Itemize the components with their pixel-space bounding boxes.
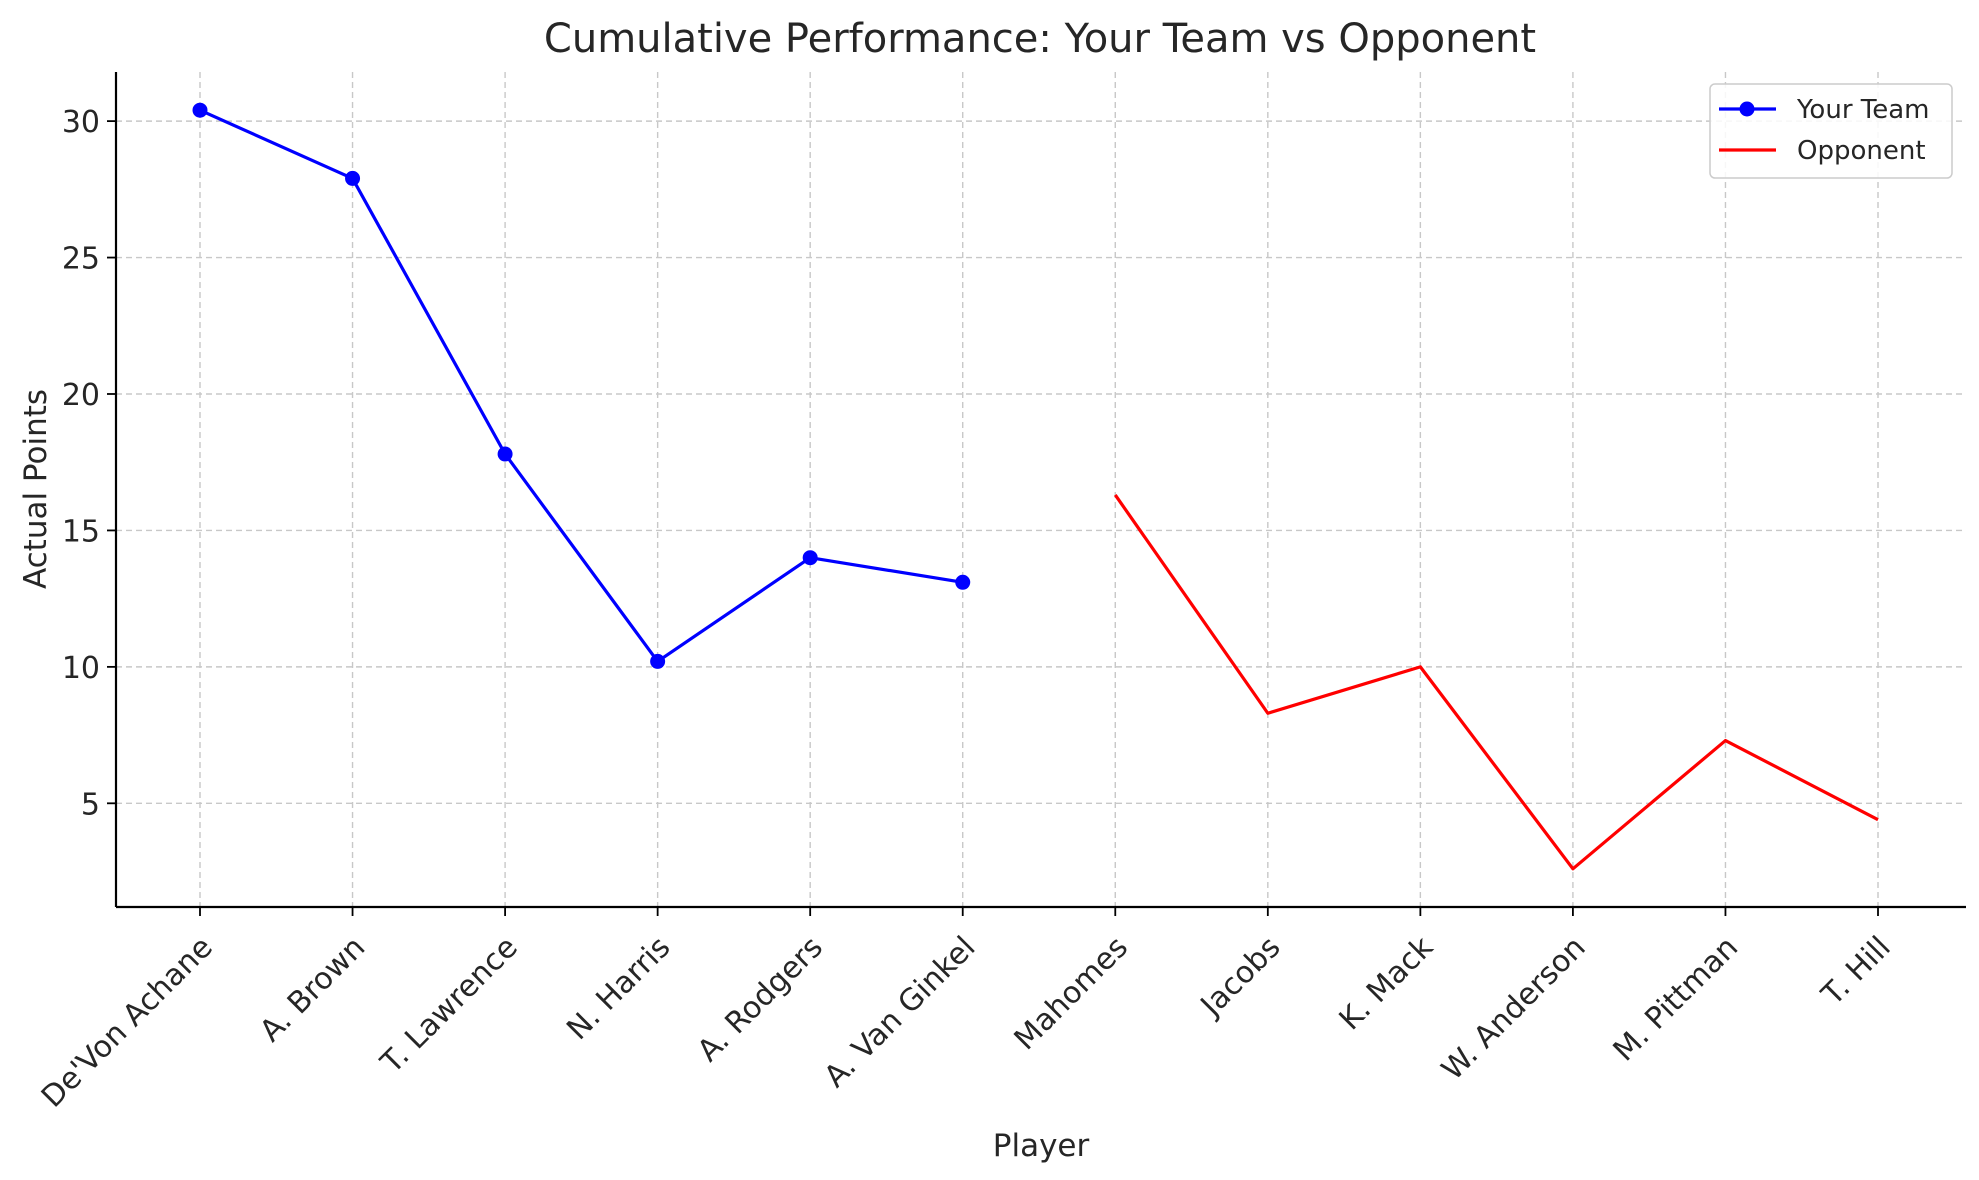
x-tick-label: T. Lawrence bbox=[374, 930, 525, 1081]
data-point-your-team-n-harris bbox=[650, 653, 666, 669]
x-tick-label: A. Rodgers bbox=[691, 930, 830, 1069]
data-point-your-team-a-brown bbox=[345, 170, 361, 186]
grid-lines bbox=[116, 72, 1966, 907]
y-tick-label: 15 bbox=[62, 514, 100, 549]
y-tick-label: 10 bbox=[62, 651, 100, 686]
y-tick-label: 25 bbox=[62, 242, 100, 277]
axes bbox=[114, 72, 1966, 909]
legend-marker-your-team bbox=[1739, 101, 1755, 117]
legend: Your Team Opponent bbox=[1709, 83, 1953, 179]
x-tick-label: Jacobs bbox=[1193, 930, 1288, 1025]
x-tick-label: A. Van Ginkel bbox=[818, 930, 983, 1095]
x-tick-label: A. Brown bbox=[253, 930, 372, 1049]
series-opponent bbox=[1113, 494, 1879, 871]
series-your-team bbox=[192, 102, 971, 669]
series-line-your-team bbox=[199, 108, 963, 664]
legend-label-your-team: Your Team bbox=[1796, 95, 1930, 125]
x-tick-label: K. Mack bbox=[1333, 929, 1441, 1037]
x-tick-label: N. Harris bbox=[560, 930, 677, 1047]
series-line-opponent bbox=[1113, 494, 1879, 871]
data-point-your-team-a-van-ginkel bbox=[955, 574, 971, 590]
x-tick-label: M. Pittman bbox=[1607, 930, 1746, 1069]
legend-label-opponent: Opponent bbox=[1797, 136, 1926, 166]
data-point-your-team-a-rodgers bbox=[802, 550, 818, 566]
data-point-your-team-de-von-achane bbox=[192, 102, 208, 118]
x-tick-label: W. Anderson bbox=[1435, 930, 1592, 1087]
axis-ticks: De'Von Achane A. Brown T. Lawrence N. Harri… bbox=[35, 105, 1898, 1115]
x-tick-label: De'Von Achane bbox=[35, 930, 220, 1115]
y-axis-label: Actual Points bbox=[18, 389, 54, 589]
x-tick-label: T. Hill bbox=[1815, 930, 1898, 1013]
y-tick-label: 20 bbox=[62, 378, 100, 413]
x-tick-label: Mahomes bbox=[1008, 930, 1135, 1057]
data-series bbox=[192, 102, 1879, 871]
y-tick-label: 30 bbox=[62, 105, 100, 140]
x-axis-label: Player bbox=[993, 1128, 1090, 1164]
data-point-your-team-t-lawrence bbox=[497, 446, 513, 462]
y-tick-label: 5 bbox=[81, 787, 100, 822]
chart-title: Cumulative Performance: Your Team vs Opp… bbox=[544, 16, 1536, 62]
